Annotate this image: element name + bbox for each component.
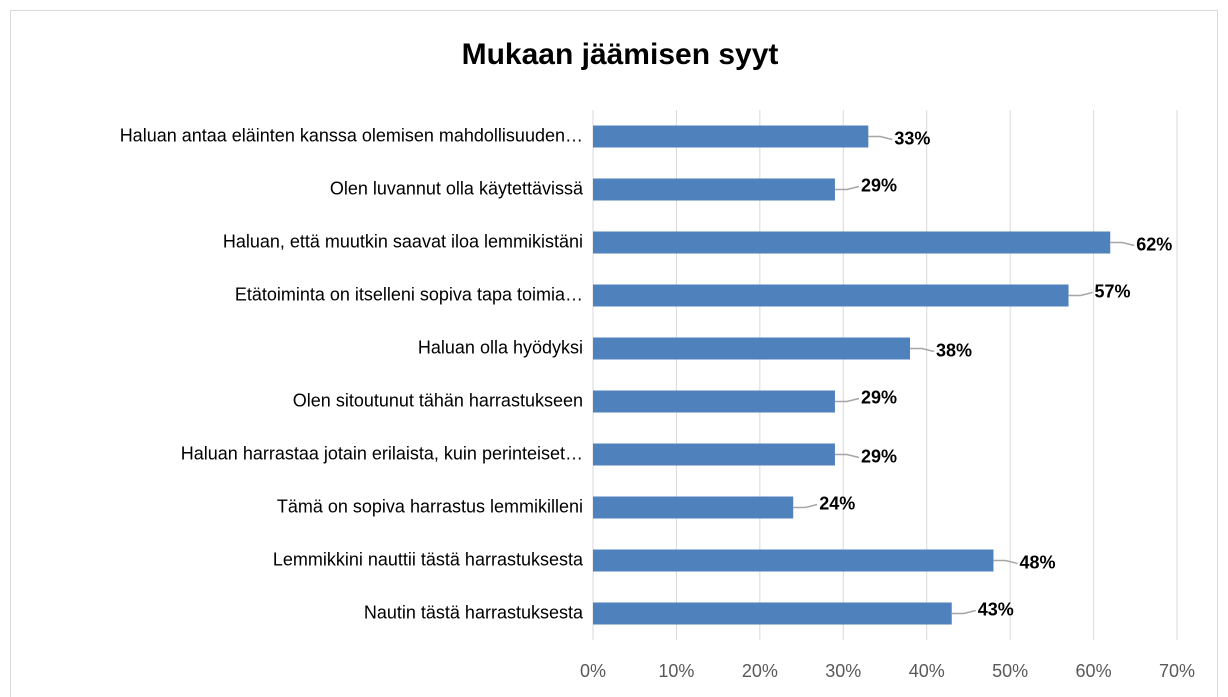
data-label: 29% [861,387,897,407]
y-tick-label: Haluan harrastaa jotain erilaista, kuin … [181,443,583,463]
y-tick-label: Etätoiminta on itselleni sopiva tapa toi… [235,284,583,304]
leader-line [1068,291,1093,297]
x-tick-label: 60% [1076,661,1112,681]
leader-line [1110,241,1135,247]
y-tick-label: Haluan olla hyödyksi [418,337,583,357]
y-tick-label: Lemmikkini nauttii tästä harrastuksesta [273,549,584,569]
bar [593,549,994,572]
bar [593,231,1111,254]
leader-line [910,347,935,353]
leader-line [868,135,893,141]
bar [593,443,835,466]
y-tick-label: Olen sitoutunut tähän harrastukseen [293,390,583,410]
x-tick-label: 40% [909,661,945,681]
bar [593,284,1069,307]
leader-line [993,559,1018,565]
data-label: 62% [1136,234,1172,254]
data-label: 57% [1095,281,1131,301]
data-label: 29% [861,175,897,195]
leader-line [951,609,976,615]
data-label: 48% [1019,552,1055,572]
x-tick-label: 70% [1159,661,1195,681]
data-label: 38% [936,340,972,360]
leader-line [834,397,860,403]
bar [593,178,835,201]
x-tick-label: 50% [992,661,1028,681]
leader-line [834,453,860,459]
data-label: 24% [819,493,855,513]
bar [593,125,869,148]
bar [593,337,911,360]
y-tick-label: Tämä on sopiva harrastus lemmikilleni [277,496,583,516]
data-label: 43% [978,599,1014,619]
bar [593,602,952,625]
data-label: 33% [894,128,930,148]
x-tick-label: 10% [658,661,694,681]
x-tick-label: 20% [742,661,778,681]
x-tick-label: 30% [825,661,861,681]
leader-line [834,185,860,191]
x-tick-label: 0% [580,661,606,681]
bar [593,496,794,519]
y-tick-label: Haluan, että muutkin saavat iloa lemmiki… [223,231,583,251]
y-tick-label: Haluan antaa eläinten kanssa olemisen ma… [120,125,583,145]
bar [593,390,835,413]
y-tick-label: Nautin tästä harrastuksesta [364,602,584,622]
data-label: 29% [861,446,897,466]
y-tick-label: Olen luvannut olla käytettävissä [330,178,584,198]
chart-title: Mukaan jäämisen syyt [462,38,779,71]
leader-line [793,503,818,509]
